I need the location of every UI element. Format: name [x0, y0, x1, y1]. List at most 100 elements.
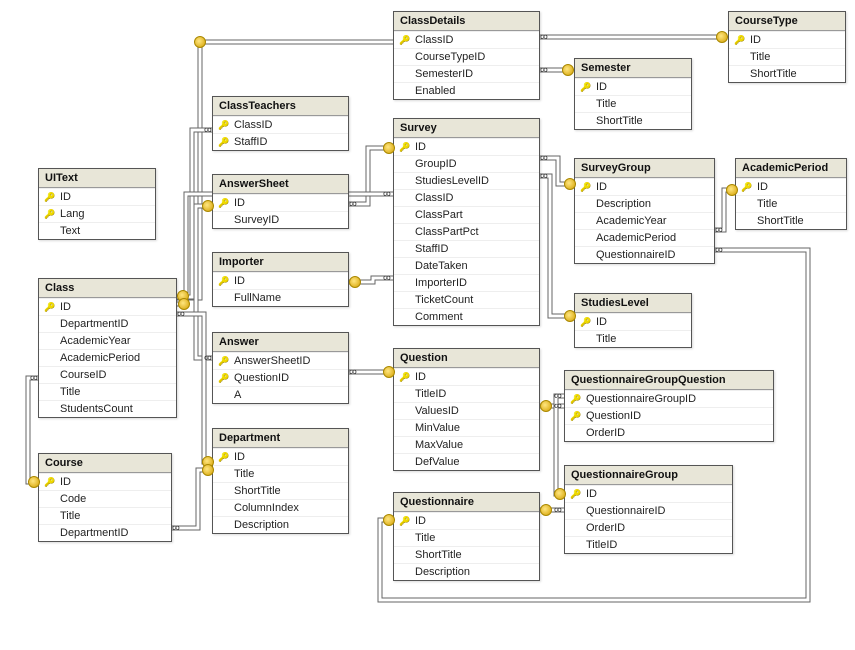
column-id[interactable]: 🔑ID	[575, 78, 691, 95]
column-id[interactable]: 🔑ID	[213, 194, 348, 211]
column-ticketcount[interactable]: •TicketCount	[394, 291, 539, 308]
column-columnindex[interactable]: •ColumnIndex	[213, 499, 348, 516]
column-classid[interactable]: 🔑ClassID	[213, 116, 348, 133]
column-description[interactable]: •Description	[213, 516, 348, 533]
table-importer[interactable]: Importer🔑ID•FullName	[212, 252, 349, 307]
column-id[interactable]: 🔑ID	[39, 298, 176, 315]
column-departmentid[interactable]: •DepartmentID	[39, 315, 176, 332]
column-orderid[interactable]: •OrderID	[565, 519, 732, 536]
column-academicperiod[interactable]: •AcademicPeriod	[39, 349, 176, 366]
table-coursetype[interactable]: CourseType🔑ID•Title•ShortTitle	[728, 11, 846, 83]
table-questionnaire[interactable]: Questionnaire🔑ID•Title•ShortTitle•Descri…	[393, 492, 540, 581]
column-coursetypeid[interactable]: •CourseTypeID	[394, 48, 539, 65]
table-course[interactable]: Course🔑ID•Code•Title•DepartmentID	[38, 453, 172, 542]
column-title[interactable]: •Title	[39, 383, 176, 400]
table-questionnairegroupquestion[interactable]: QuestionnaireGroupQuestion🔑Questionnaire…	[564, 370, 774, 442]
column-comment[interactable]: •Comment	[394, 308, 539, 325]
table-header[interactable]: Question	[394, 349, 539, 368]
column-title[interactable]: •Title	[575, 330, 691, 347]
table-header[interactable]: UIText	[39, 169, 155, 188]
table-header[interactable]: StudiesLevel	[575, 294, 691, 313]
column-id[interactable]: 🔑ID	[729, 31, 845, 48]
column-titleid[interactable]: •TitleID	[394, 385, 539, 402]
table-header[interactable]: Importer	[213, 253, 348, 272]
column-title[interactable]: •Title	[736, 195, 846, 212]
column-datetaken[interactable]: •DateTaken	[394, 257, 539, 274]
column-shorttitle[interactable]: •ShortTitle	[213, 482, 348, 499]
column-groupid[interactable]: •GroupID	[394, 155, 539, 172]
column-courseid[interactable]: •CourseID	[39, 366, 176, 383]
column-semesterid[interactable]: •SemesterID	[394, 65, 539, 82]
table-header[interactable]: CourseType	[729, 12, 845, 31]
column-maxvalue[interactable]: •MaxValue	[394, 436, 539, 453]
column-questionnaireid[interactable]: •QuestionnaireID	[565, 502, 732, 519]
table-header[interactable]: Answer	[213, 333, 348, 352]
column-classpart[interactable]: •ClassPart	[394, 206, 539, 223]
table-header[interactable]: QuestionnaireGroup	[565, 466, 732, 485]
column-classid[interactable]: 🔑ClassID	[394, 31, 539, 48]
table-header[interactable]: Department	[213, 429, 348, 448]
column-id[interactable]: 🔑ID	[394, 368, 539, 385]
table-header[interactable]: Course	[39, 454, 171, 473]
table-header[interactable]: ClassTeachers	[213, 97, 348, 116]
column-id[interactable]: 🔑ID	[213, 448, 348, 465]
column-title[interactable]: •Title	[575, 95, 691, 112]
table-header[interactable]: Questionnaire	[394, 493, 539, 512]
table-header[interactable]: AnswerSheet	[213, 175, 348, 194]
column-enabled[interactable]: •Enabled	[394, 82, 539, 99]
table-header[interactable]: SurveyGroup	[575, 159, 714, 178]
table-question[interactable]: Question🔑ID•TitleID•ValuesID•MinValue•Ma…	[393, 348, 540, 471]
column-id[interactable]: 🔑ID	[39, 188, 155, 205]
column-id[interactable]: 🔑ID	[394, 138, 539, 155]
table-uitext[interactable]: UIText🔑ID🔑Lang•Text	[38, 168, 156, 240]
column-id[interactable]: 🔑ID	[575, 313, 691, 330]
column-fullname[interactable]: •FullName	[213, 289, 348, 306]
table-academicperiod[interactable]: AcademicPeriod🔑ID•Title•ShortTitle	[735, 158, 847, 230]
column-academicperiod[interactable]: •AcademicPeriod	[575, 229, 714, 246]
column-studentscount[interactable]: •StudentsCount	[39, 400, 176, 417]
column-classpartpct[interactable]: •ClassPartPct	[394, 223, 539, 240]
column-academicyear[interactable]: •AcademicYear	[39, 332, 176, 349]
column-id[interactable]: 🔑ID	[213, 272, 348, 289]
column-classid[interactable]: •ClassID	[394, 189, 539, 206]
table-header[interactable]: ClassDetails	[394, 12, 539, 31]
column-questionid[interactable]: 🔑QuestionID	[213, 369, 348, 386]
table-classdetails[interactable]: ClassDetails🔑ClassID•CourseTypeID•Semest…	[393, 11, 540, 100]
column-id[interactable]: 🔑ID	[736, 178, 846, 195]
table-survey[interactable]: Survey🔑ID•GroupID•StudiesLevelID•ClassID…	[393, 118, 540, 326]
column-minvalue[interactable]: •MinValue	[394, 419, 539, 436]
table-answersheet[interactable]: AnswerSheet🔑ID•SurveyID	[212, 174, 349, 229]
column-answersheetid[interactable]: 🔑AnswerSheetID	[213, 352, 348, 369]
table-class[interactable]: Class🔑ID•DepartmentID•AcademicYear•Acade…	[38, 278, 177, 418]
column-a[interactable]: •A	[213, 386, 348, 403]
column-studieslevelid[interactable]: •StudiesLevelID	[394, 172, 539, 189]
column-id[interactable]: 🔑ID	[394, 512, 539, 529]
column-title[interactable]: •Title	[39, 507, 171, 524]
column-code[interactable]: •Code	[39, 490, 171, 507]
column-shorttitle[interactable]: •ShortTitle	[729, 65, 845, 82]
column-shorttitle[interactable]: •ShortTitle	[394, 546, 539, 563]
table-header[interactable]: Survey	[394, 119, 539, 138]
column-id[interactable]: 🔑ID	[39, 473, 171, 490]
column-description[interactable]: •Description	[394, 563, 539, 580]
column-valuesid[interactable]: •ValuesID	[394, 402, 539, 419]
column-shorttitle[interactable]: •ShortTitle	[736, 212, 846, 229]
column-importerid[interactable]: •ImporterID	[394, 274, 539, 291]
column-defvalue[interactable]: •DefValue	[394, 453, 539, 470]
column-title[interactable]: •Title	[729, 48, 845, 65]
column-questionnairegroupid[interactable]: 🔑QuestionnaireGroupID	[565, 390, 773, 407]
column-lang[interactable]: 🔑Lang	[39, 205, 155, 222]
column-questionid[interactable]: 🔑QuestionID	[565, 407, 773, 424]
table-semester[interactable]: Semester🔑ID•Title•ShortTitle	[574, 58, 692, 130]
column-staffid[interactable]: •StaffID	[394, 240, 539, 257]
column-staffid[interactable]: 🔑StaffID	[213, 133, 348, 150]
column-departmentid[interactable]: •DepartmentID	[39, 524, 171, 541]
table-department[interactable]: Department🔑ID•Title•ShortTitle•ColumnInd…	[212, 428, 349, 534]
column-titleid[interactable]: •TitleID	[565, 536, 732, 553]
column-id[interactable]: 🔑ID	[575, 178, 714, 195]
column-title[interactable]: •Title	[394, 529, 539, 546]
column-questionnaireid[interactable]: •QuestionnaireID	[575, 246, 714, 263]
table-studieslevel[interactable]: StudiesLevel🔑ID•Title	[574, 293, 692, 348]
column-shorttitle[interactable]: •ShortTitle	[575, 112, 691, 129]
column-text[interactable]: •Text	[39, 222, 155, 239]
